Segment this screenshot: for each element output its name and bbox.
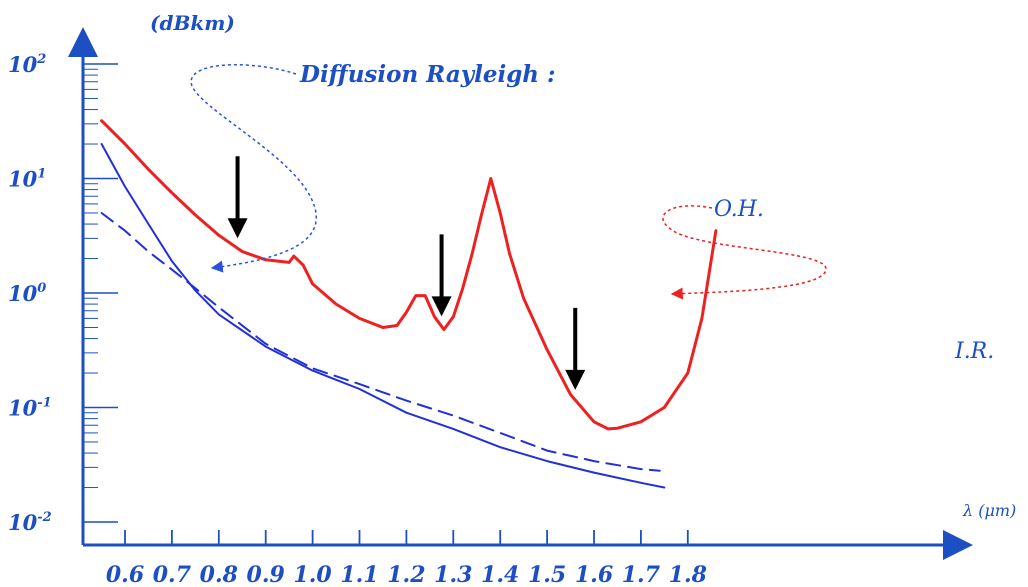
y-tick-label: 100 xyxy=(8,281,46,306)
x-axis-label: λ (μm) xyxy=(962,501,1016,520)
down-arrow-head xyxy=(227,218,248,239)
y-tick-label-exponent: -2 xyxy=(37,510,51,525)
x-tick-label: 0.8 xyxy=(200,562,238,587)
rayleigh-label: Diffusion Rayleigh : xyxy=(299,61,556,88)
x-tick-label: 1.8 xyxy=(669,562,707,587)
down-arrow-head xyxy=(431,296,452,317)
y-tick-label-base: 10 xyxy=(8,281,38,306)
y-minor-ticks xyxy=(83,68,98,489)
y-tick-label-base: 10 xyxy=(8,52,38,77)
y-tick-label-base: 10 xyxy=(8,396,38,421)
x-tick-label: 1.7 xyxy=(622,562,661,587)
y-tick-label-base: 10 xyxy=(8,167,38,192)
y-tick-label-exponent: 0 xyxy=(37,281,46,296)
x-tick-label: 1.3 xyxy=(434,562,472,587)
y-tick-label-exponent: -1 xyxy=(37,396,51,411)
x-tick-labels: 0.6 0.7 0.8 0.9 1.0 1.1 1.2 1.3 1.4 1.5 1.6 1.7 1.8 xyxy=(106,562,707,587)
x-tick-label: 1.4 xyxy=(481,562,519,587)
series-line xyxy=(100,143,666,489)
x-ticks xyxy=(124,530,689,545)
oh-dotted-pointer xyxy=(662,205,827,300)
y-tick-label: 101 xyxy=(8,167,46,192)
y-tick-label: 102 xyxy=(8,52,46,77)
ir-label: I.R. xyxy=(954,339,994,364)
series-line xyxy=(100,212,661,472)
x-tick-label: 1.5 xyxy=(528,562,566,587)
rayleigh-dotted-pointer xyxy=(190,64,318,273)
y-axis-label: (dBkm) xyxy=(150,11,235,35)
rayleigh-annotation: Diffusion Rayleigh : xyxy=(190,61,556,273)
x-tick-label: 1.1 xyxy=(340,562,378,587)
oh-label: O.H. xyxy=(714,197,764,222)
series-line xyxy=(100,119,718,431)
x-tick-label: 1.0 xyxy=(293,562,332,587)
x-tick-label: 0.7 xyxy=(153,562,192,587)
x-tick-label: 0.9 xyxy=(247,562,285,587)
down-arrows xyxy=(227,156,586,390)
y-tick-label: 10-1 xyxy=(8,396,52,421)
y-tick-label-exponent: 1 xyxy=(37,167,46,182)
y-major-ticks xyxy=(83,63,118,523)
x-tick-label: 1.2 xyxy=(387,562,425,587)
y-tick-label: 10-2 xyxy=(8,510,52,535)
oh-annotation: O.H. xyxy=(662,197,827,300)
series-lines xyxy=(100,119,718,489)
x-tick-label: 1.6 xyxy=(575,562,613,587)
y-tick-label-base: 10 xyxy=(8,510,38,535)
down-arrow-head xyxy=(565,369,586,390)
axes xyxy=(68,27,973,560)
x-tick-label: 0.6 xyxy=(106,562,144,587)
y-tick-label-exponent: 2 xyxy=(36,52,46,67)
